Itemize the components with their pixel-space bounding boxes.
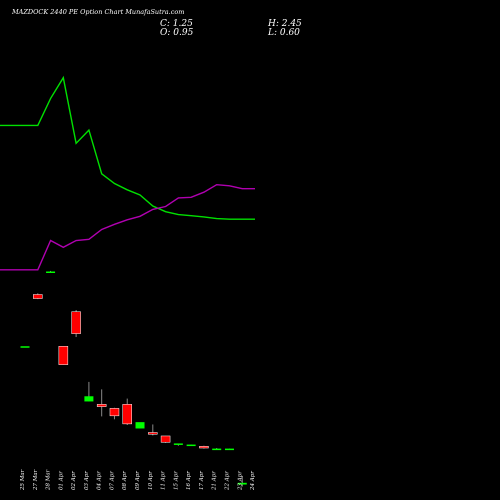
candle-body — [224, 448, 234, 451]
candle — [199, 445, 209, 449]
x-tick-label: 22 Apr — [225, 471, 231, 491]
chart-title: MAZDOCK 2440 PE Option Chart MunafaSutra… — [12, 8, 185, 16]
candle-body — [20, 346, 30, 348]
candle — [122, 398, 132, 426]
x-tick-label: 27 Mar — [33, 469, 39, 491]
candle-body — [160, 435, 171, 443]
x-tick-label: 23 Apr — [237, 471, 243, 491]
candle — [58, 346, 69, 365]
candle-body — [71, 311, 81, 334]
candle — [96, 389, 107, 417]
x-tick-label: 11 Apr — [161, 471, 167, 490]
candles — [20, 270, 247, 487]
x-tick-label: 21 Apr — [212, 471, 218, 491]
x-tick-label: 08 Apr — [122, 471, 128, 490]
candle-body — [148, 432, 158, 435]
candle-body — [46, 271, 56, 273]
candle — [224, 448, 234, 451]
candle-body — [84, 396, 94, 402]
candle — [160, 435, 171, 443]
x-tick-label: 28 Mar — [46, 469, 52, 491]
candle-body — [109, 408, 120, 417]
low-value: L: 0.60 — [268, 28, 300, 38]
candle-body — [33, 294, 43, 299]
candle — [237, 475, 247, 487]
candle — [135, 422, 145, 429]
candle-body — [199, 446, 209, 449]
candle — [212, 448, 222, 451]
candle-body — [122, 404, 132, 425]
x-tick-label: 17 Apr — [199, 471, 205, 490]
candle-body — [96, 404, 107, 407]
candle-body — [58, 346, 69, 365]
close-value: C: 1.25 — [160, 19, 193, 29]
x-tick-label: 03 Apr — [84, 471, 90, 490]
x-axis-labels: 25 Mar 27 Mar 28 Mar 01 Apr 02 Apr 03 Apr 04 A… — [20, 469, 256, 491]
candle-body — [212, 448, 222, 451]
candle — [173, 443, 183, 446]
x-tick-label: 07 Apr — [110, 471, 116, 490]
candle-body — [237, 482, 247, 485]
candle-body — [135, 422, 145, 429]
indicator-lines — [0, 75, 255, 271]
candle-body — [173, 443, 183, 445]
candle — [186, 444, 196, 447]
open-value: O: 0.95 — [160, 28, 194, 38]
x-tick-label: 24 Apr — [250, 471, 256, 491]
x-tick-label: 25 Mar — [20, 469, 26, 491]
high-value: H: 2.45 — [268, 19, 302, 29]
candle — [84, 381, 94, 402]
candle — [71, 310, 81, 338]
x-tick-label: 15 Apr — [173, 471, 179, 490]
candle — [109, 407, 120, 420]
x-tick-label: 02 Apr — [71, 471, 77, 490]
candle — [33, 293, 43, 300]
candle — [20, 346, 30, 348]
x-tick-label: 01 Apr — [58, 471, 64, 490]
x-tick-label: 10 Apr — [148, 471, 154, 490]
candle — [46, 270, 56, 273]
candle — [148, 424, 158, 436]
x-tick-label: 09 Apr — [135, 471, 141, 490]
x-tick-label: 04 Apr — [97, 471, 103, 490]
green-line — [0, 75, 255, 220]
candle-body — [186, 444, 196, 447]
purple-line — [0, 183, 255, 271]
x-tick-label: 16 Apr — [186, 471, 192, 490]
